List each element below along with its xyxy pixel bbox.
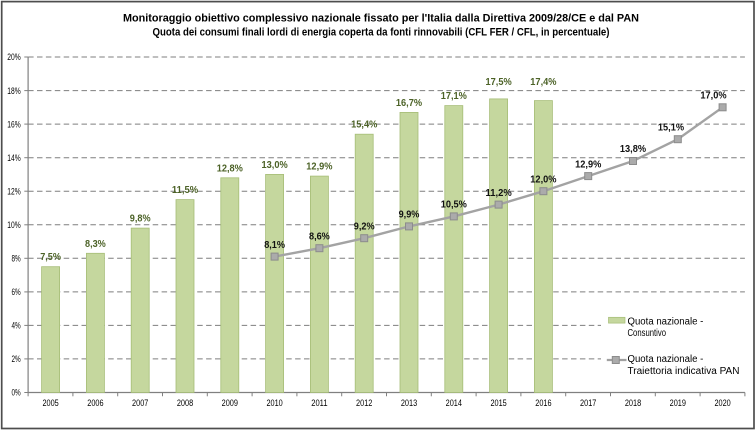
- svg-text:17,0%: 17,0%: [700, 91, 726, 102]
- svg-text:2010: 2010: [266, 398, 282, 408]
- svg-text:2006: 2006: [87, 398, 103, 408]
- svg-text:Consuntivo: Consuntivo: [628, 328, 667, 339]
- svg-text:9,9%: 9,9%: [399, 210, 420, 221]
- svg-text:12,8%: 12,8%: [217, 163, 243, 174]
- svg-text:2008: 2008: [177, 398, 193, 408]
- svg-text:12,0%: 12,0%: [530, 174, 556, 185]
- svg-text:10,5%: 10,5%: [441, 200, 467, 211]
- svg-text:8,1%: 8,1%: [264, 240, 285, 251]
- svg-text:2018: 2018: [625, 398, 641, 408]
- svg-text:2007: 2007: [132, 398, 148, 408]
- svg-text:2020: 2020: [714, 398, 730, 408]
- svg-text:10%: 10%: [7, 220, 20, 230]
- svg-text:18%: 18%: [7, 86, 20, 96]
- svg-text:Quota nazionale -: Quota nazionale -: [628, 354, 704, 365]
- svg-text:Quota nazionale -: Quota nazionale -: [628, 317, 704, 328]
- svg-text:12%: 12%: [7, 186, 20, 196]
- svg-text:2014: 2014: [446, 398, 462, 408]
- svg-text:11,2%: 11,2%: [486, 188, 512, 199]
- svg-text:11,5%: 11,5%: [172, 185, 198, 196]
- svg-text:17,4%: 17,4%: [530, 77, 556, 88]
- svg-text:14%: 14%: [7, 153, 20, 163]
- svg-text:6%: 6%: [12, 287, 21, 297]
- svg-text:7,5%: 7,5%: [40, 252, 61, 263]
- svg-text:2012: 2012: [356, 398, 372, 408]
- svg-text:0%: 0%: [12, 388, 21, 398]
- svg-text:20%: 20%: [7, 52, 20, 62]
- svg-text:2015: 2015: [490, 398, 506, 408]
- svg-text:Traiettoria indicativa PAN: Traiettoria indicativa PAN: [628, 366, 740, 377]
- svg-text:17,1%: 17,1%: [441, 91, 467, 102]
- svg-text:9,8%: 9,8%: [130, 214, 151, 225]
- svg-text:2016: 2016: [535, 398, 551, 408]
- svg-text:13,8%: 13,8%: [620, 144, 646, 155]
- svg-text:8,6%: 8,6%: [309, 231, 330, 242]
- svg-text:16,7%: 16,7%: [396, 98, 422, 109]
- svg-text:2%: 2%: [12, 354, 21, 364]
- svg-text:Quota dei consumi finali lordi: Quota dei consumi finali lordi di energi…: [153, 27, 610, 39]
- svg-text:2011: 2011: [311, 398, 327, 408]
- svg-text:2013: 2013: [401, 398, 417, 408]
- svg-text:2009: 2009: [222, 398, 238, 408]
- svg-text:15,4%: 15,4%: [351, 120, 377, 131]
- svg-text:2005: 2005: [42, 398, 58, 408]
- svg-text:2017: 2017: [580, 398, 596, 408]
- svg-text:15,1%: 15,1%: [658, 122, 684, 133]
- svg-text:13,0%: 13,0%: [262, 160, 288, 171]
- svg-text:12,9%: 12,9%: [306, 162, 332, 173]
- svg-text:16%: 16%: [7, 119, 20, 129]
- svg-text:Monitoraggio obiettivo comples: Monitoraggio obiettivo complessivo nazio…: [123, 13, 639, 25]
- svg-text:12,9%: 12,9%: [575, 159, 601, 170]
- svg-text:4%: 4%: [12, 321, 21, 331]
- svg-text:17,5%: 17,5%: [486, 77, 512, 88]
- svg-text:8,3%: 8,3%: [85, 239, 106, 250]
- svg-text:9,2%: 9,2%: [354, 221, 375, 232]
- svg-text:8%: 8%: [12, 254, 21, 264]
- svg-text:2019: 2019: [670, 398, 686, 408]
